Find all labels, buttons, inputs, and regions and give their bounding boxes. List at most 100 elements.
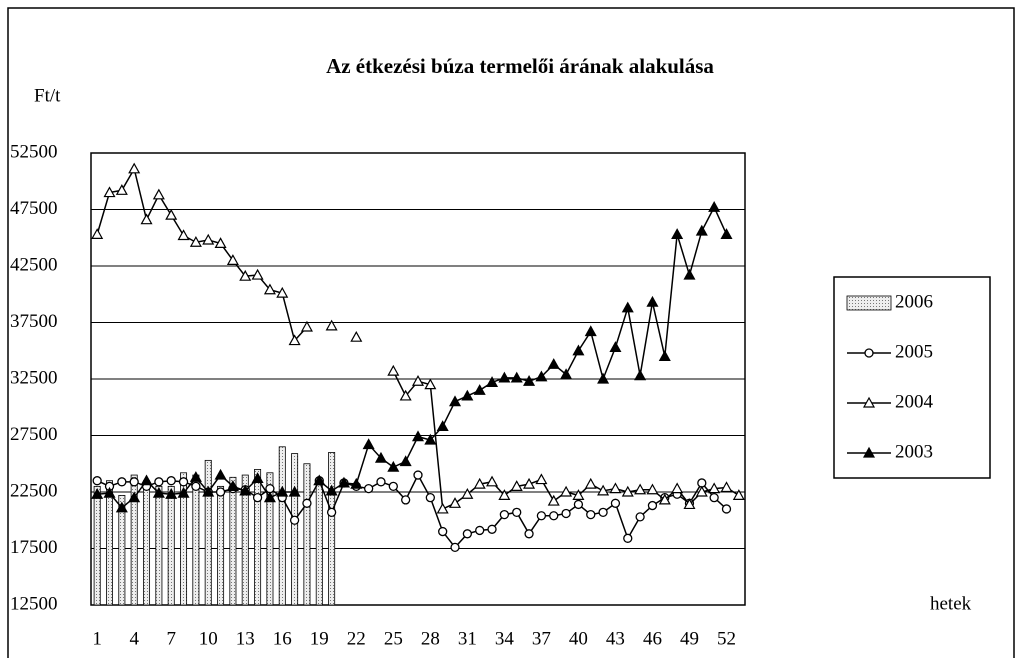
point <box>363 483 374 494</box>
point <box>671 228 684 239</box>
point <box>202 233 215 245</box>
point <box>586 509 596 520</box>
point <box>547 358 560 369</box>
point <box>165 488 178 499</box>
bar <box>229 476 237 606</box>
point <box>152 486 165 498</box>
legend-label: 2006 <box>895 291 933 312</box>
legend-marker <box>864 348 874 358</box>
point <box>103 186 116 198</box>
point <box>560 368 573 380</box>
point <box>165 208 178 220</box>
point <box>154 477 164 487</box>
chart-title: Az étkezési búza termelői árának alakulá… <box>326 54 714 78</box>
point <box>117 477 127 487</box>
point <box>720 481 733 493</box>
bar <box>143 480 151 606</box>
point <box>115 184 128 195</box>
x-tick-label: 19 <box>310 628 329 649</box>
point <box>214 468 227 480</box>
point <box>584 477 597 489</box>
point <box>325 484 338 496</box>
x-tick-label: 10 <box>199 628 218 649</box>
point <box>450 542 460 553</box>
point <box>239 269 252 281</box>
point <box>92 476 102 486</box>
bar <box>328 452 336 606</box>
point <box>621 485 634 497</box>
point <box>438 526 448 537</box>
bar <box>192 474 200 606</box>
legend-label: 2005 <box>895 341 933 362</box>
x-tick-label: 25 <box>384 628 403 649</box>
point <box>708 201 721 212</box>
point <box>350 330 363 342</box>
point <box>658 493 671 505</box>
legend-marker <box>862 396 876 408</box>
point <box>263 283 276 295</box>
point <box>709 492 719 503</box>
point <box>337 476 350 488</box>
point <box>399 455 412 467</box>
x-tick-label: 1 <box>92 628 102 649</box>
y-tick-label: 12500 <box>10 593 58 614</box>
point <box>350 477 363 489</box>
point <box>498 489 511 500</box>
point <box>609 482 622 494</box>
point <box>265 483 275 494</box>
x-tick-label: 13 <box>236 628 255 649</box>
point <box>572 489 585 500</box>
point <box>462 529 473 539</box>
point <box>326 507 337 517</box>
bar <box>204 459 212 606</box>
point <box>226 254 239 265</box>
line <box>96 473 727 549</box>
point <box>634 483 647 495</box>
point <box>671 482 684 494</box>
point <box>115 501 128 513</box>
y-tick-label: 32500 <box>10 367 58 388</box>
bar <box>315 480 323 606</box>
point <box>461 389 474 401</box>
point <box>376 477 386 487</box>
bar <box>254 468 262 606</box>
point <box>302 498 312 508</box>
point <box>584 325 597 337</box>
x-tick-label: 40 <box>569 628 588 649</box>
point <box>475 525 485 536</box>
point <box>547 494 560 506</box>
point <box>635 512 645 522</box>
point <box>362 438 375 450</box>
bar <box>155 485 163 606</box>
point <box>461 488 474 499</box>
point <box>560 485 573 497</box>
point <box>425 492 435 503</box>
point <box>411 375 425 386</box>
point <box>300 320 313 332</box>
point <box>140 213 153 225</box>
point <box>436 502 449 514</box>
point <box>436 420 449 432</box>
x-tick-label: 52 <box>717 628 736 649</box>
bar <box>167 485 175 606</box>
point <box>152 188 165 200</box>
point <box>597 372 610 384</box>
x-axis-label: hetek <box>930 593 972 614</box>
point <box>288 334 301 346</box>
point <box>646 295 659 307</box>
legend-label: 2004 <box>895 391 934 412</box>
point <box>486 376 499 387</box>
bar <box>180 472 188 606</box>
point <box>128 491 141 503</box>
point <box>510 480 523 491</box>
point <box>498 371 511 383</box>
point <box>535 473 548 485</box>
point <box>374 451 388 463</box>
legend-marker <box>862 446 876 458</box>
point <box>387 364 400 376</box>
point <box>387 460 400 472</box>
point <box>276 485 289 497</box>
bar <box>291 453 299 606</box>
x-tick-label: 31 <box>458 628 477 649</box>
point <box>683 268 696 280</box>
